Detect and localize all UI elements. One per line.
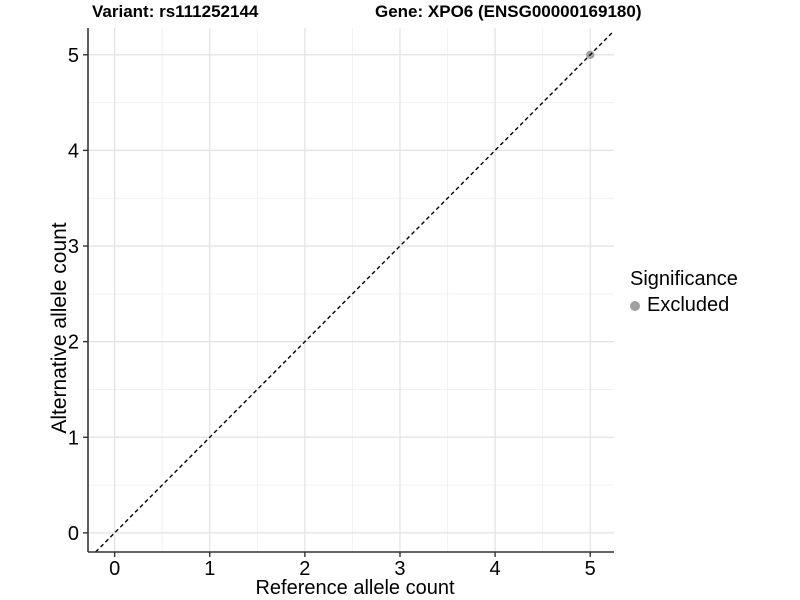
y-tick-label: 0 [68,523,79,545]
x-axis-title: Reference allele count [255,577,455,599]
y-tick-label: 5 [68,45,79,67]
x-tick-label: 5 [585,558,596,580]
x-tick-label: 0 [109,558,120,580]
gene-title: Gene: XPO6 (ENSG00000169180) [375,2,642,21]
y-tick-label: 2 [68,332,79,354]
x-tick-label: 4 [490,558,501,580]
y-tick-label: 4 [68,140,79,162]
identity-line [95,30,615,553]
variant-title: Variant: rs111252144 [92,2,259,21]
panel-background [88,28,614,552]
legend: Significance Excluded [630,268,738,317]
legend-entry-label: Excluded [647,294,730,316]
excluded-point-icon [630,300,640,311]
legend-title: Significance [630,268,738,290]
y-tick-label: 3 [68,236,79,258]
legend-entry-excluded: Excluded [630,294,738,317]
y-tick-label: 1 [68,427,79,449]
x-tick-label: 1 [204,558,215,580]
x-tick-label: 2 [299,558,310,580]
y-axis-title: Alternative allele count [48,222,71,434]
x-tick-label: 3 [394,558,405,580]
